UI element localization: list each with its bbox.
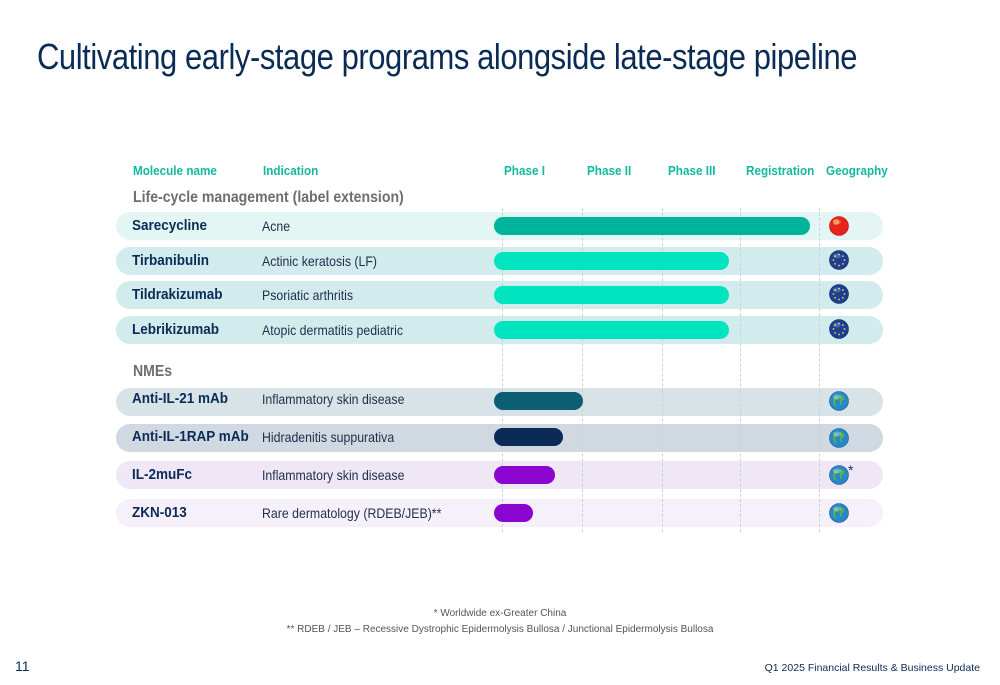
gridline-geography — [819, 208, 820, 532]
header-phase1: Phase I — [504, 163, 545, 178]
gridline-registration — [740, 208, 741, 532]
indication-label: Inflammatory skin disease — [262, 467, 405, 483]
indication-label: Actinic keratosis (LF) — [262, 253, 378, 269]
gridline-phase1 — [502, 208, 503, 532]
progress-bar — [494, 392, 583, 410]
eu-flag-icon — [829, 250, 849, 270]
footnote: * Worldwide ex-Greater China — [433, 608, 567, 619]
eu-flag-icon — [829, 284, 849, 304]
globe-icon — [829, 503, 849, 523]
header-indication: Indication — [263, 163, 319, 178]
globe-icon — [829, 391, 849, 411]
indication-label: Inflammatory skin disease — [262, 391, 405, 407]
molecule-name: Tildrakizumab — [132, 286, 223, 303]
molecule-name: ZKN-013 — [132, 504, 187, 521]
gridline-phase3 — [662, 208, 663, 532]
header-phase2: Phase II — [587, 163, 632, 178]
progress-bar — [494, 252, 729, 270]
header-geography: Geography — [826, 163, 888, 178]
molecule-name: Tirbanibulin — [132, 252, 210, 269]
geography-note: * — [848, 462, 854, 478]
progress-bar — [494, 466, 555, 484]
page-title: Cultivating early-stage programs alongsi… — [37, 36, 858, 77]
globe-icon — [829, 428, 849, 448]
indication-label: Acne — [262, 218, 291, 234]
progress-bar — [494, 504, 533, 522]
molecule-name: Anti-IL-1RAP mAb — [132, 428, 249, 445]
molecule-name: Lebrikizumab — [132, 321, 220, 338]
footnote: ** RDEB / JEB – Recessive Dystrophic Epi… — [286, 624, 714, 635]
molecule-name: Sarecycline — [132, 217, 208, 234]
progress-bar — [494, 321, 729, 339]
page-number: 11 — [15, 658, 30, 674]
indication-label: Atopic dermatitis pediatric — [262, 322, 404, 338]
eu-flag-icon — [829, 319, 849, 339]
china-flag-icon — [829, 216, 849, 236]
molecule-name: Anti-IL-21 mAb — [132, 390, 229, 407]
header-phase3: Phase III — [668, 163, 716, 178]
footer-text: Q1 2025 Financial Results & Business Upd… — [764, 662, 980, 674]
indication-label: Psoriatic arthritis — [262, 287, 354, 303]
molecule-name: IL-2muFc — [132, 466, 193, 483]
progress-bar — [494, 428, 563, 446]
indication-label: Rare dermatology (RDEB/JEB)** — [262, 505, 442, 521]
header-molecule: Molecule name — [133, 163, 217, 178]
section-lcm: Life-cycle management (label extension) — [133, 189, 404, 206]
progress-bar — [494, 286, 729, 304]
globe-icon — [829, 465, 849, 485]
indication-label: Hidradenitis suppurativa — [262, 429, 395, 445]
gridline-phase2 — [582, 208, 583, 532]
section-nmes: NMEs — [133, 363, 173, 380]
header-registration: Registration — [746, 163, 815, 178]
progress-bar — [494, 217, 810, 235]
